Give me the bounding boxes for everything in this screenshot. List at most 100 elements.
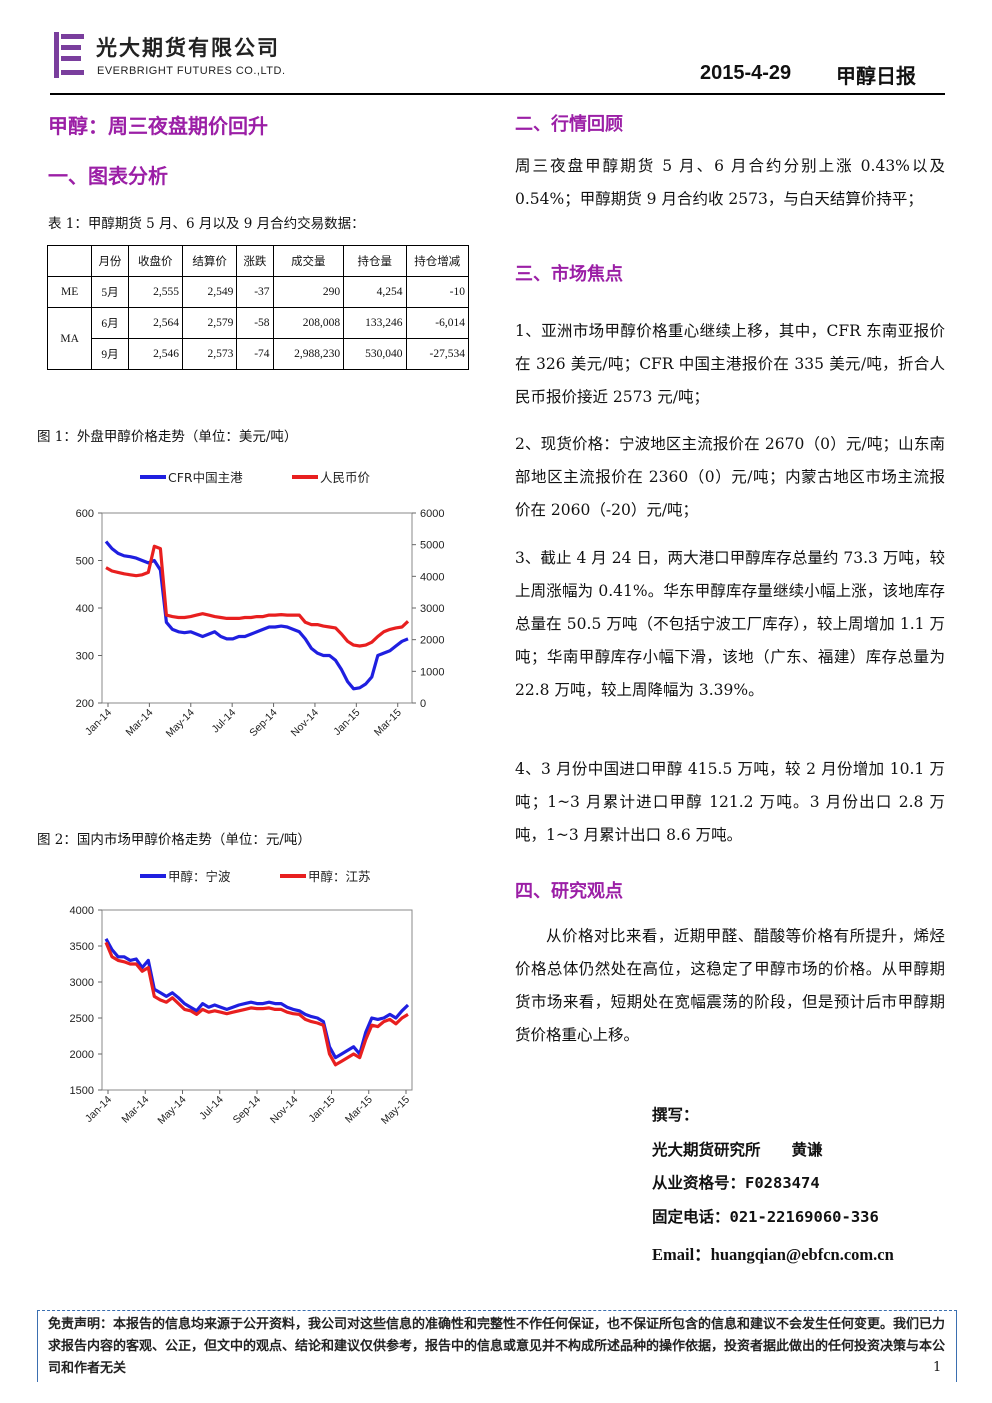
author-license: 从业资格号：F0283474 [652, 1174, 820, 1192]
series-line [104, 938, 410, 1060]
x-tick-label: Jul-14 [210, 707, 239, 736]
figure1-caption: 图 1：外盘甲醇价格走势（单位：美元/吨） [37, 429, 298, 445]
table-cell-settle: 2,573 [181, 338, 238, 370]
table-cell-group: MA [46, 307, 93, 370]
x-tick-label: Mar-14 [119, 1094, 151, 1126]
disclaimer-text: 免责声明：本报告的信息均来源于公开资料，我公司对这些信息的准确性和完整性不作任何… [48, 1317, 946, 1376]
y2-tick-label: 2000 [420, 635, 444, 647]
table-header-cell: 涨跌 [236, 245, 274, 277]
y-tick-label: 400 [76, 603, 94, 615]
table-cell-oi-change: -10 [405, 276, 469, 308]
x-tick-label: May-15 [379, 1094, 412, 1127]
y-tick-label: 500 [76, 556, 94, 568]
plot-area [101, 909, 413, 1091]
table-cell-oi: 133,246 [343, 307, 407, 339]
table-header-cell: 收盘价 [127, 245, 183, 277]
section-heading-focus: 三、市场焦点 [515, 264, 623, 285]
table-cell-oi-change: -27,534 [405, 338, 469, 370]
table-cell-month: 6月 [91, 307, 129, 339]
table-cell-month: 9月 [91, 338, 129, 370]
table-row: ME 5月 2,555 2,549 -37 290 4,254 -10 [46, 276, 469, 308]
table-header-cell: 持仓量 [343, 245, 407, 277]
section-heading-view: 四、研究观点 [515, 881, 623, 902]
chart-intl-methanol: 2003004005006000100020003000400050006000… [76, 470, 445, 740]
table-header-cell: 月份 [91, 245, 129, 277]
table-cell-oi: 530,040 [343, 338, 407, 370]
company-name-cn: 光大期货有限公司 [96, 36, 280, 60]
table-caption: 表 1：甲醇期货 5 月、6 月以及 9 月合约交易数据： [48, 216, 365, 232]
x-tick-label: Mar-15 [343, 1094, 375, 1126]
y2-tick-label: 5000 [420, 540, 444, 552]
table-row: MA 6月 2,564 2,579 -58 208,008 133,246 -6… [46, 307, 469, 370]
figure2-caption: 图 2：国内市场甲醇价格走势（单位：元/吨） [37, 832, 311, 848]
y2-tick-label: 1000 [420, 666, 444, 678]
y2-tick-label: 3000 [420, 603, 444, 615]
header-divider [50, 93, 945, 95]
table-row: 9月 2,546 2,573 -74 2,988,230 530,040 -27… [48, 338, 469, 370]
table-cell-change: -74 [236, 338, 274, 370]
series-line [105, 544, 410, 648]
table-cell-oi-change: -6,014 [405, 307, 469, 339]
report-date: 2015-4-29 [700, 62, 792, 84]
focus-item-1: 1、亚洲市场甲醇价格重心继续上移，其中，CFR 东南亚报价在 326 美元/吨；… [515, 322, 945, 406]
y-tick-label: 2000 [70, 1049, 94, 1061]
x-tick-label: Jan-15 [331, 707, 362, 738]
y-tick-label: 1500 [70, 1085, 94, 1097]
main-title: 甲醇：周三夜盘期价回升 [48, 114, 268, 138]
table-cell-close: 2,546 [127, 338, 183, 370]
table-header-cell [46, 245, 93, 277]
company-name-en: EVERBRIGHT FUTURES CO.,LTD. [97, 65, 286, 77]
x-tick-label: Nov-14 [268, 1094, 301, 1127]
series-line [104, 540, 409, 691]
focus-item-4: 4、3 月份中国进口甲醇 415.5 万吨，较 2 月份增加 10.1 万吨；1… [515, 760, 945, 844]
view-paragraph: 从价格对比来看，近期甲醛、醋酸等价格有所提升，烯烃价格总体仍然处在高位，这稳定了… [515, 927, 945, 1044]
table-cell-settle: 2,579 [181, 307, 238, 339]
table-header-cell: 持仓增减 [405, 245, 469, 277]
x-tick-label: Mar-15 [372, 707, 404, 739]
x-tick-label: Jul-14 [197, 1094, 226, 1123]
x-tick-label: May-14 [155, 1094, 188, 1127]
focus-item-2: 2、现货价格：宁波地区主流报价在 2670（0）元/吨；山东南部地区主流报价在 … [515, 435, 945, 519]
table-cell-change: -58 [236, 307, 274, 339]
section-heading-review: 二、行情回顾 [515, 114, 623, 135]
report-title: 甲醇日报 [836, 64, 916, 88]
y2-tick-label: 0 [420, 698, 426, 710]
table-cell-group: ME [46, 276, 93, 308]
table-cell-oi: 4,254 [343, 276, 407, 308]
table-cell-close: 2,564 [127, 307, 183, 339]
legend-label: 人民币价 [320, 470, 371, 485]
disclaimer-box [37, 1310, 957, 1382]
table-header-row: 月份 收盘价 结算价 涨跌 成交量 持仓量 持仓增减 [46, 245, 469, 277]
y-tick-label: 600 [76, 508, 94, 520]
x-tick-label: Mar-14 [124, 707, 156, 739]
review-paragraph: 周三夜盘甲醇期货 5 月、6 月合约分别上涨 0.43%以及 0.54%；甲醇期… [515, 157, 945, 208]
plot-area [101, 512, 413, 704]
table-cell-volume: 290 [272, 276, 345, 308]
x-tick-label: Sep-14 [247, 707, 280, 740]
y2-tick-label: 4000 [420, 571, 444, 583]
focus-item-3: 3、截止 4 月 24 日，两大港口甲醇库存总量约 73.3 万吨，较上周涨幅为… [515, 549, 945, 699]
table-cell-volume: 2,988,230 [272, 338, 345, 370]
table-cell-volume: 208,008 [272, 307, 345, 339]
y-tick-label: 300 [76, 651, 94, 663]
x-tick-label: Jan-14 [83, 707, 114, 738]
company-logo [52, 30, 86, 80]
x-tick-label: Jan-15 [306, 1094, 337, 1125]
contract-data-table: 月份 收盘价 结算价 涨跌 成交量 持仓量 持仓增减 ME 5月 2,555 2… [46, 245, 469, 370]
legend-label: 甲醇：宁波 [168, 869, 231, 884]
table-cell-month: 5月 [91, 276, 129, 308]
table-header-cell: 结算价 [181, 245, 238, 277]
series-line [104, 941, 409, 1067]
author-label: 撰写： [652, 1106, 699, 1124]
table-header-cell: 成交量 [272, 245, 345, 277]
page-number: 1 [933, 1360, 942, 1375]
x-tick-label: May-14 [164, 707, 197, 740]
y-tick-label: 200 [76, 698, 94, 710]
legend-label: CFR中国主港 [168, 470, 243, 485]
author-name: 光大期货研究所 黄谦 [652, 1141, 823, 1159]
x-tick-label: Sep-14 [231, 1094, 264, 1127]
x-tick-label: Jan-14 [83, 1094, 114, 1125]
legend-label: 甲醇：江苏 [308, 869, 371, 884]
table-cell-settle: 2,549 [181, 276, 238, 308]
